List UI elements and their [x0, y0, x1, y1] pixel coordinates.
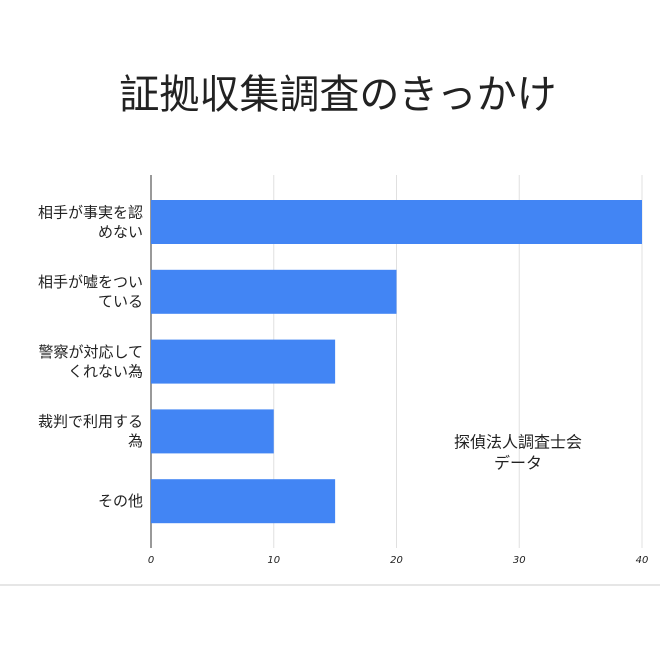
y-tick-label: 裁判で利用する為	[38, 412, 143, 450]
bar	[151, 200, 642, 244]
x-tick-label: 10	[267, 555, 280, 566]
annotation: 探偵法人調査士会データ	[454, 432, 582, 472]
y-tick-label: その他	[98, 492, 143, 510]
y-tick-label: 相手が事実を認めない	[38, 203, 143, 241]
bar	[151, 479, 336, 524]
x-tick-label: 30	[513, 555, 526, 566]
x-tick-label: 20	[390, 555, 403, 566]
bar	[151, 339, 336, 384]
y-tick-label: 相手が嘘をついている	[38, 273, 143, 311]
chart-title: 証拠収集調査のきっかけ	[119, 72, 556, 118]
x-tick-label: 0	[148, 555, 154, 566]
x-tick-label: 40	[636, 555, 649, 566]
bar	[151, 269, 397, 314]
bar	[151, 409, 274, 454]
y-tick-label: 警察が対応してくれない為	[38, 342, 143, 380]
